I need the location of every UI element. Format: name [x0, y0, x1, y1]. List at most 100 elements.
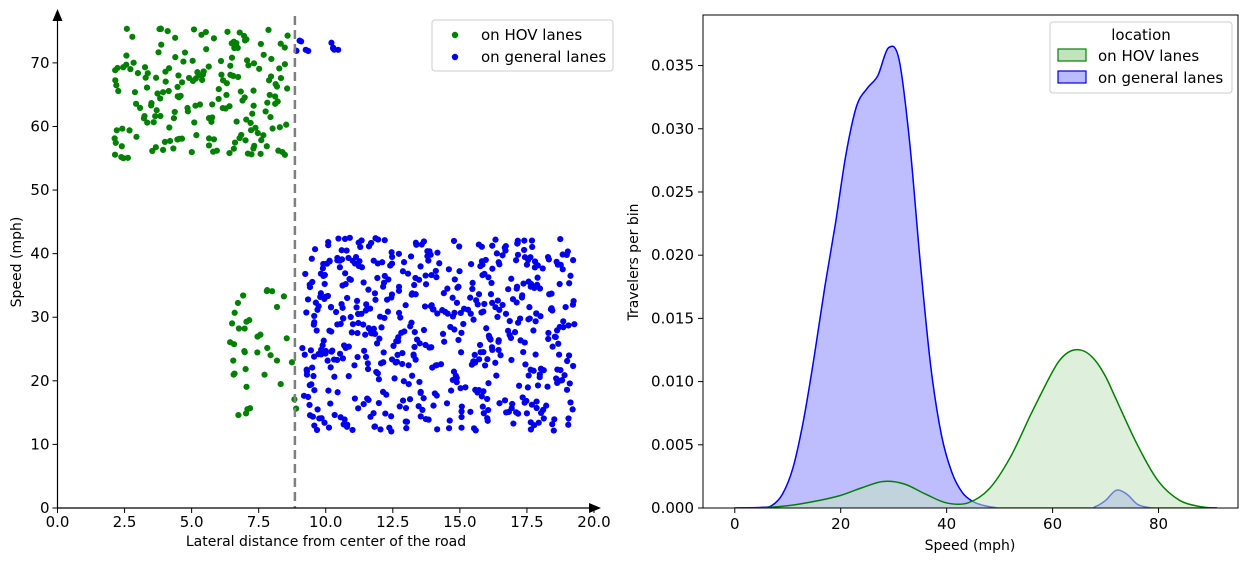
- general-point: [551, 333, 558, 340]
- hov-point: [227, 62, 234, 69]
- general-point: [419, 406, 426, 414]
- general-point: [344, 294, 351, 302]
- general-point: [325, 424, 333, 431]
- general-point: [389, 253, 396, 261]
- general-point: [534, 382, 542, 389]
- hov-point: [240, 292, 247, 299]
- general-point: [427, 251, 434, 258]
- general-point: [383, 296, 391, 303]
- general-point: [306, 412, 314, 419]
- hov-point: [113, 127, 120, 134]
- general-point: [310, 372, 317, 380]
- general-point: [569, 406, 576, 413]
- general-point: [339, 315, 347, 322]
- general-point: [473, 297, 480, 304]
- general-point: [494, 297, 501, 304]
- general-point: [395, 250, 403, 257]
- general-point: [308, 255, 315, 262]
- general-point: [545, 329, 552, 337]
- general-point: [303, 366, 310, 373]
- general-point: [539, 265, 546, 272]
- general-point: [411, 329, 418, 336]
- general-point: [458, 329, 465, 336]
- general-point: [365, 243, 373, 250]
- hov-point: [281, 61, 288, 68]
- hov-point: [190, 26, 198, 33]
- general-point: [365, 286, 372, 293]
- general-point: [403, 425, 410, 432]
- general-point: [511, 329, 519, 336]
- general-point: [394, 351, 401, 358]
- general-point: [362, 353, 370, 361]
- general-point: [354, 329, 361, 337]
- general-point: [386, 424, 393, 431]
- x-tick-label: 7.5: [247, 513, 271, 531]
- hov-point: [209, 101, 216, 108]
- general-point: [565, 352, 573, 359]
- general-point: [450, 237, 458, 245]
- general-point: [413, 241, 420, 248]
- x-tick-label: 12.5: [376, 513, 409, 531]
- general-point: [567, 399, 574, 406]
- general-point: [405, 380, 412, 388]
- general-point: [300, 392, 308, 399]
- general-point: [414, 336, 421, 343]
- hov-point: [241, 325, 248, 332]
- general-point: [526, 304, 533, 311]
- scatter-legend: on HOV lanes on general lanes: [431, 19, 614, 72]
- general-point: [357, 243, 364, 251]
- hov-point: [200, 68, 207, 75]
- hov-point: [174, 83, 181, 91]
- general-point: [456, 268, 463, 275]
- hov-point: [152, 74, 160, 81]
- hov-point: [250, 60, 258, 67]
- general-point: [480, 410, 487, 417]
- general-point: [481, 300, 488, 308]
- hov-point: [155, 49, 162, 56]
- hov-point: [242, 366, 249, 373]
- kde-plot-frame: [702, 14, 1239, 509]
- general-point: [355, 405, 362, 412]
- general-point: [449, 294, 456, 301]
- general-point: [521, 237, 528, 244]
- general-point: [420, 326, 428, 334]
- hov-point: [164, 27, 171, 35]
- general-point: [339, 304, 346, 311]
- general-point: [467, 294, 474, 301]
- x-tick-label: 5.0: [180, 513, 204, 531]
- scatter-legend-hov-label: on HOV lanes: [481, 26, 582, 44]
- hov-point: [254, 129, 261, 137]
- general-point: [488, 344, 496, 351]
- general-point: [337, 414, 344, 421]
- hov-point: [150, 119, 157, 126]
- hov-point: [133, 133, 140, 140]
- hov-point: [224, 28, 231, 35]
- general-point: [313, 327, 320, 334]
- hov-point: [112, 77, 119, 84]
- general-point: [411, 281, 418, 289]
- general-point: [485, 406, 492, 414]
- hov-point: [283, 335, 290, 342]
- y-tick-label: 0.020: [651, 246, 694, 264]
- general-point: [439, 330, 447, 337]
- scatter-panel: 0.0 2.5 5.0 7.5 10.0 12.5 15.0 17.5 20.0 0 10 20 30…: [9, 9, 614, 550]
- general-point: [448, 387, 455, 394]
- general-point: [522, 361, 529, 368]
- general-point: [334, 254, 341, 262]
- hov-point: [237, 88, 244, 95]
- general-point: [339, 282, 346, 289]
- hov-point: [261, 371, 268, 378]
- general-point: [505, 286, 512, 293]
- general-point: [570, 257, 577, 264]
- hov-point: [217, 57, 225, 65]
- general-point: [375, 236, 382, 243]
- general-point: [400, 378, 407, 385]
- hov-point: [264, 344, 271, 352]
- hov-point: [112, 67, 119, 74]
- general-point: [570, 362, 577, 370]
- kde-legend-general-label: on general lanes: [1098, 69, 1223, 87]
- general-point: [555, 340, 562, 347]
- general-point: [360, 321, 367, 328]
- general-point: [381, 272, 388, 280]
- general-point: [351, 362, 358, 369]
